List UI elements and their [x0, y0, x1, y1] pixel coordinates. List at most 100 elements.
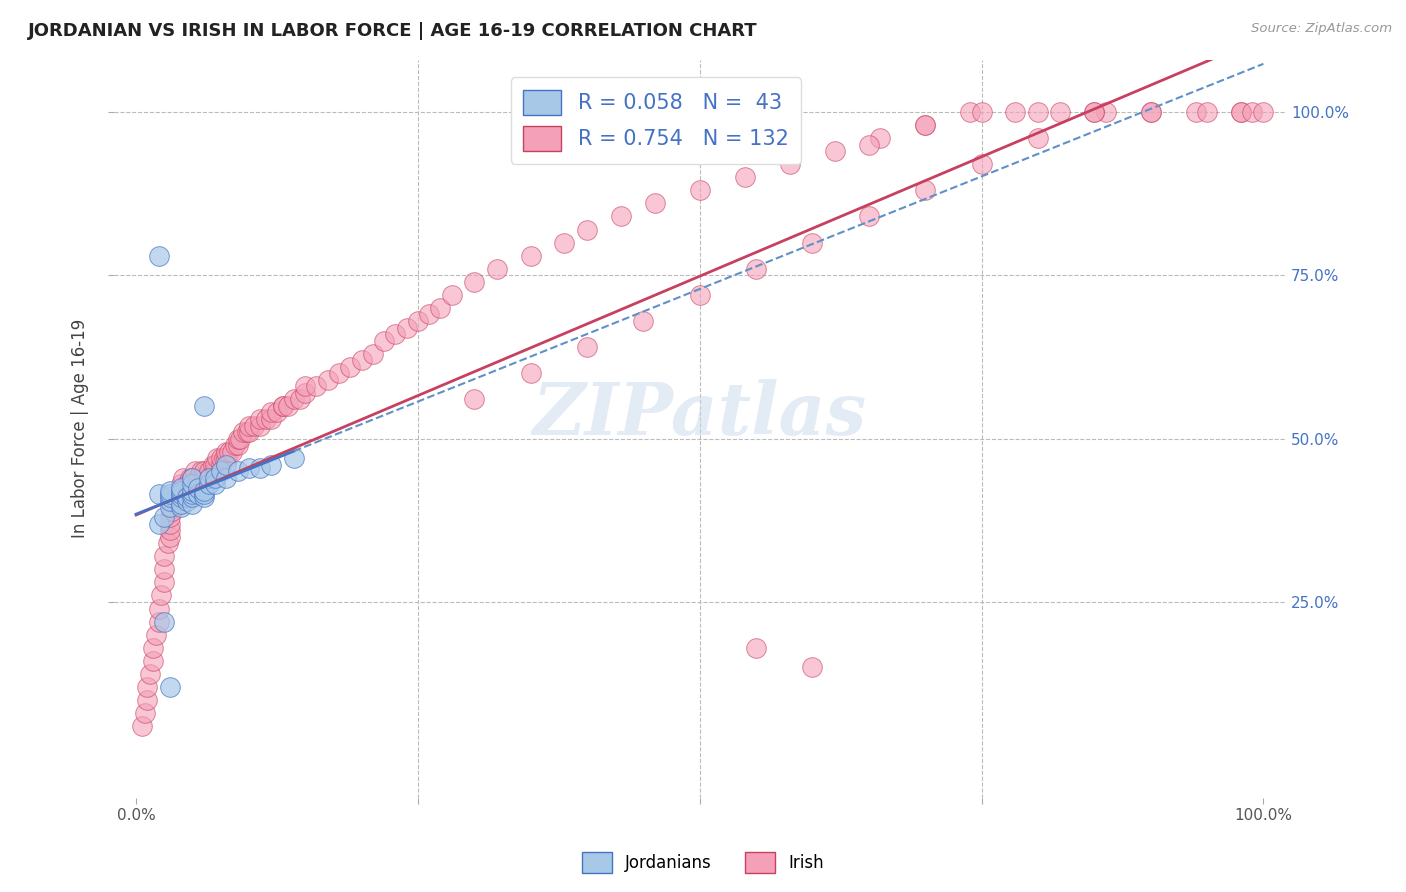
Point — [198, 464, 221, 478]
Point — [148, 487, 170, 501]
Point — [138, 666, 160, 681]
Point — [395, 320, 418, 334]
Point — [288, 392, 311, 407]
Point — [159, 680, 181, 694]
Point — [170, 491, 193, 505]
Point — [159, 491, 181, 505]
Point — [1083, 104, 1105, 119]
Point — [193, 464, 215, 478]
Point — [226, 432, 249, 446]
Point — [215, 444, 238, 458]
Point — [633, 314, 655, 328]
Point — [159, 483, 181, 498]
Point — [181, 483, 204, 498]
Point — [232, 425, 254, 439]
Point — [418, 308, 440, 322]
Point — [142, 654, 165, 668]
Point — [131, 719, 153, 733]
Point — [170, 483, 193, 498]
Point — [373, 334, 395, 348]
Point — [1083, 104, 1105, 119]
Point — [176, 477, 198, 491]
Point — [1026, 104, 1049, 119]
Point — [254, 412, 277, 426]
Point — [145, 628, 167, 642]
Point — [148, 615, 170, 629]
Point — [249, 461, 271, 475]
Point — [801, 660, 824, 674]
Point — [1004, 104, 1026, 119]
Point — [187, 481, 209, 495]
Text: JORDANIAN VS IRISH IN LABOR FORCE | AGE 16-19 CORRELATION CHART: JORDANIAN VS IRISH IN LABOR FORCE | AGE … — [28, 22, 758, 40]
Point — [224, 438, 246, 452]
Point — [384, 327, 406, 342]
Point — [181, 477, 204, 491]
Point — [801, 235, 824, 250]
Point — [170, 481, 193, 495]
Point — [187, 487, 209, 501]
Point — [136, 680, 159, 694]
Point — [134, 706, 156, 720]
Point — [1230, 104, 1253, 119]
Point — [463, 392, 485, 407]
Point — [187, 471, 209, 485]
Point — [153, 562, 176, 576]
Point — [176, 493, 198, 508]
Point — [1026, 131, 1049, 145]
Point — [204, 458, 226, 472]
Point — [136, 693, 159, 707]
Point — [181, 477, 204, 491]
Point — [1253, 104, 1275, 119]
Point — [350, 353, 373, 368]
Point — [238, 425, 260, 439]
Point — [159, 500, 181, 515]
Point — [170, 497, 193, 511]
Point — [260, 412, 283, 426]
Point — [260, 405, 283, 419]
Point — [193, 491, 215, 505]
Point — [485, 261, 508, 276]
Point — [779, 157, 801, 171]
Point — [1184, 104, 1206, 119]
Point — [209, 464, 232, 478]
Point — [745, 640, 768, 655]
Point — [463, 275, 485, 289]
Point — [181, 483, 204, 498]
Point — [148, 601, 170, 615]
Point — [249, 418, 271, 433]
Point — [271, 399, 294, 413]
Point — [159, 510, 181, 524]
Point — [204, 471, 226, 485]
Point — [294, 379, 316, 393]
Point — [167, 483, 190, 498]
Point — [170, 483, 193, 498]
Point — [170, 487, 193, 501]
Point — [226, 438, 249, 452]
Point — [159, 487, 181, 501]
Point — [226, 464, 249, 478]
Point — [165, 491, 187, 505]
Point — [170, 500, 193, 515]
Point — [181, 471, 204, 485]
Point — [970, 104, 993, 119]
Point — [209, 458, 232, 472]
Point — [215, 471, 238, 485]
Point — [149, 589, 172, 603]
Point — [914, 118, 936, 132]
Point — [249, 412, 271, 426]
Point — [914, 183, 936, 197]
Point — [440, 288, 463, 302]
Point — [361, 347, 384, 361]
Point — [156, 536, 179, 550]
Point — [153, 615, 176, 629]
Point — [869, 131, 891, 145]
Point — [181, 491, 204, 505]
Point — [153, 549, 176, 564]
Point — [328, 366, 350, 380]
Point — [576, 340, 599, 354]
Point — [1195, 104, 1218, 119]
Point — [215, 451, 238, 466]
Point — [1049, 104, 1071, 119]
Point — [858, 137, 880, 152]
Point — [277, 399, 299, 413]
